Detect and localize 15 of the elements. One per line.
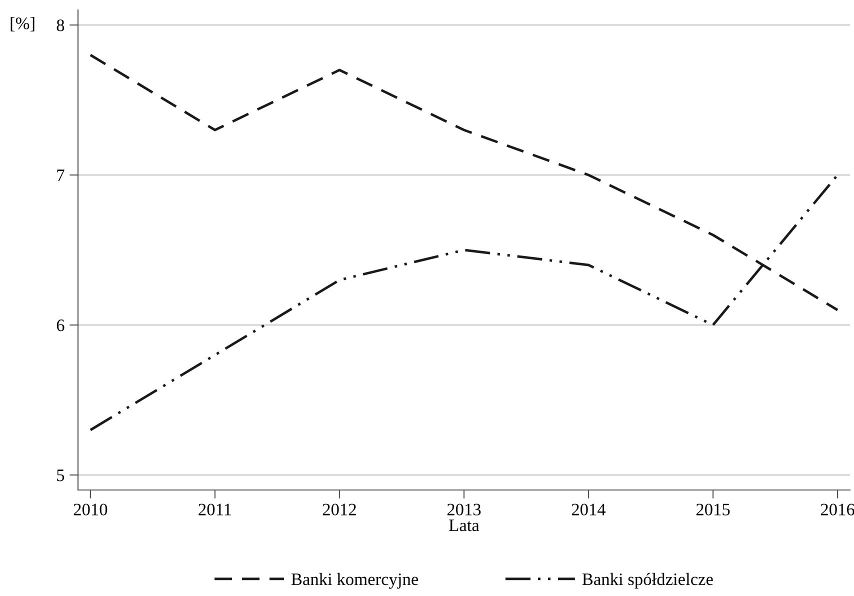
x-tick-label: 2011 — [198, 504, 231, 516]
x-tick-label: 2015 — [696, 504, 730, 516]
y-tick-label: 6 — [56, 320, 64, 332]
x-tick-label: 2016 — [820, 504, 854, 516]
y-tick-label: 5 — [57, 470, 64, 482]
x-tick-label: 2012 — [322, 504, 356, 516]
legend-label: Banki spółdzielcze — [582, 572, 713, 589]
x-tick-label: 2014 — [572, 504, 606, 516]
x-axis-title: Lata — [449, 520, 480, 532]
y-axis-title: [%] — [10, 17, 34, 32]
y-tick-label: 8 — [56, 19, 64, 32]
x-tick-label: 2010 — [74, 504, 108, 516]
x-tick-label: 2013 — [447, 504, 481, 516]
y-tick-label: 7 — [57, 170, 64, 182]
legend-label: Banki komercyjne — [291, 572, 418, 589]
